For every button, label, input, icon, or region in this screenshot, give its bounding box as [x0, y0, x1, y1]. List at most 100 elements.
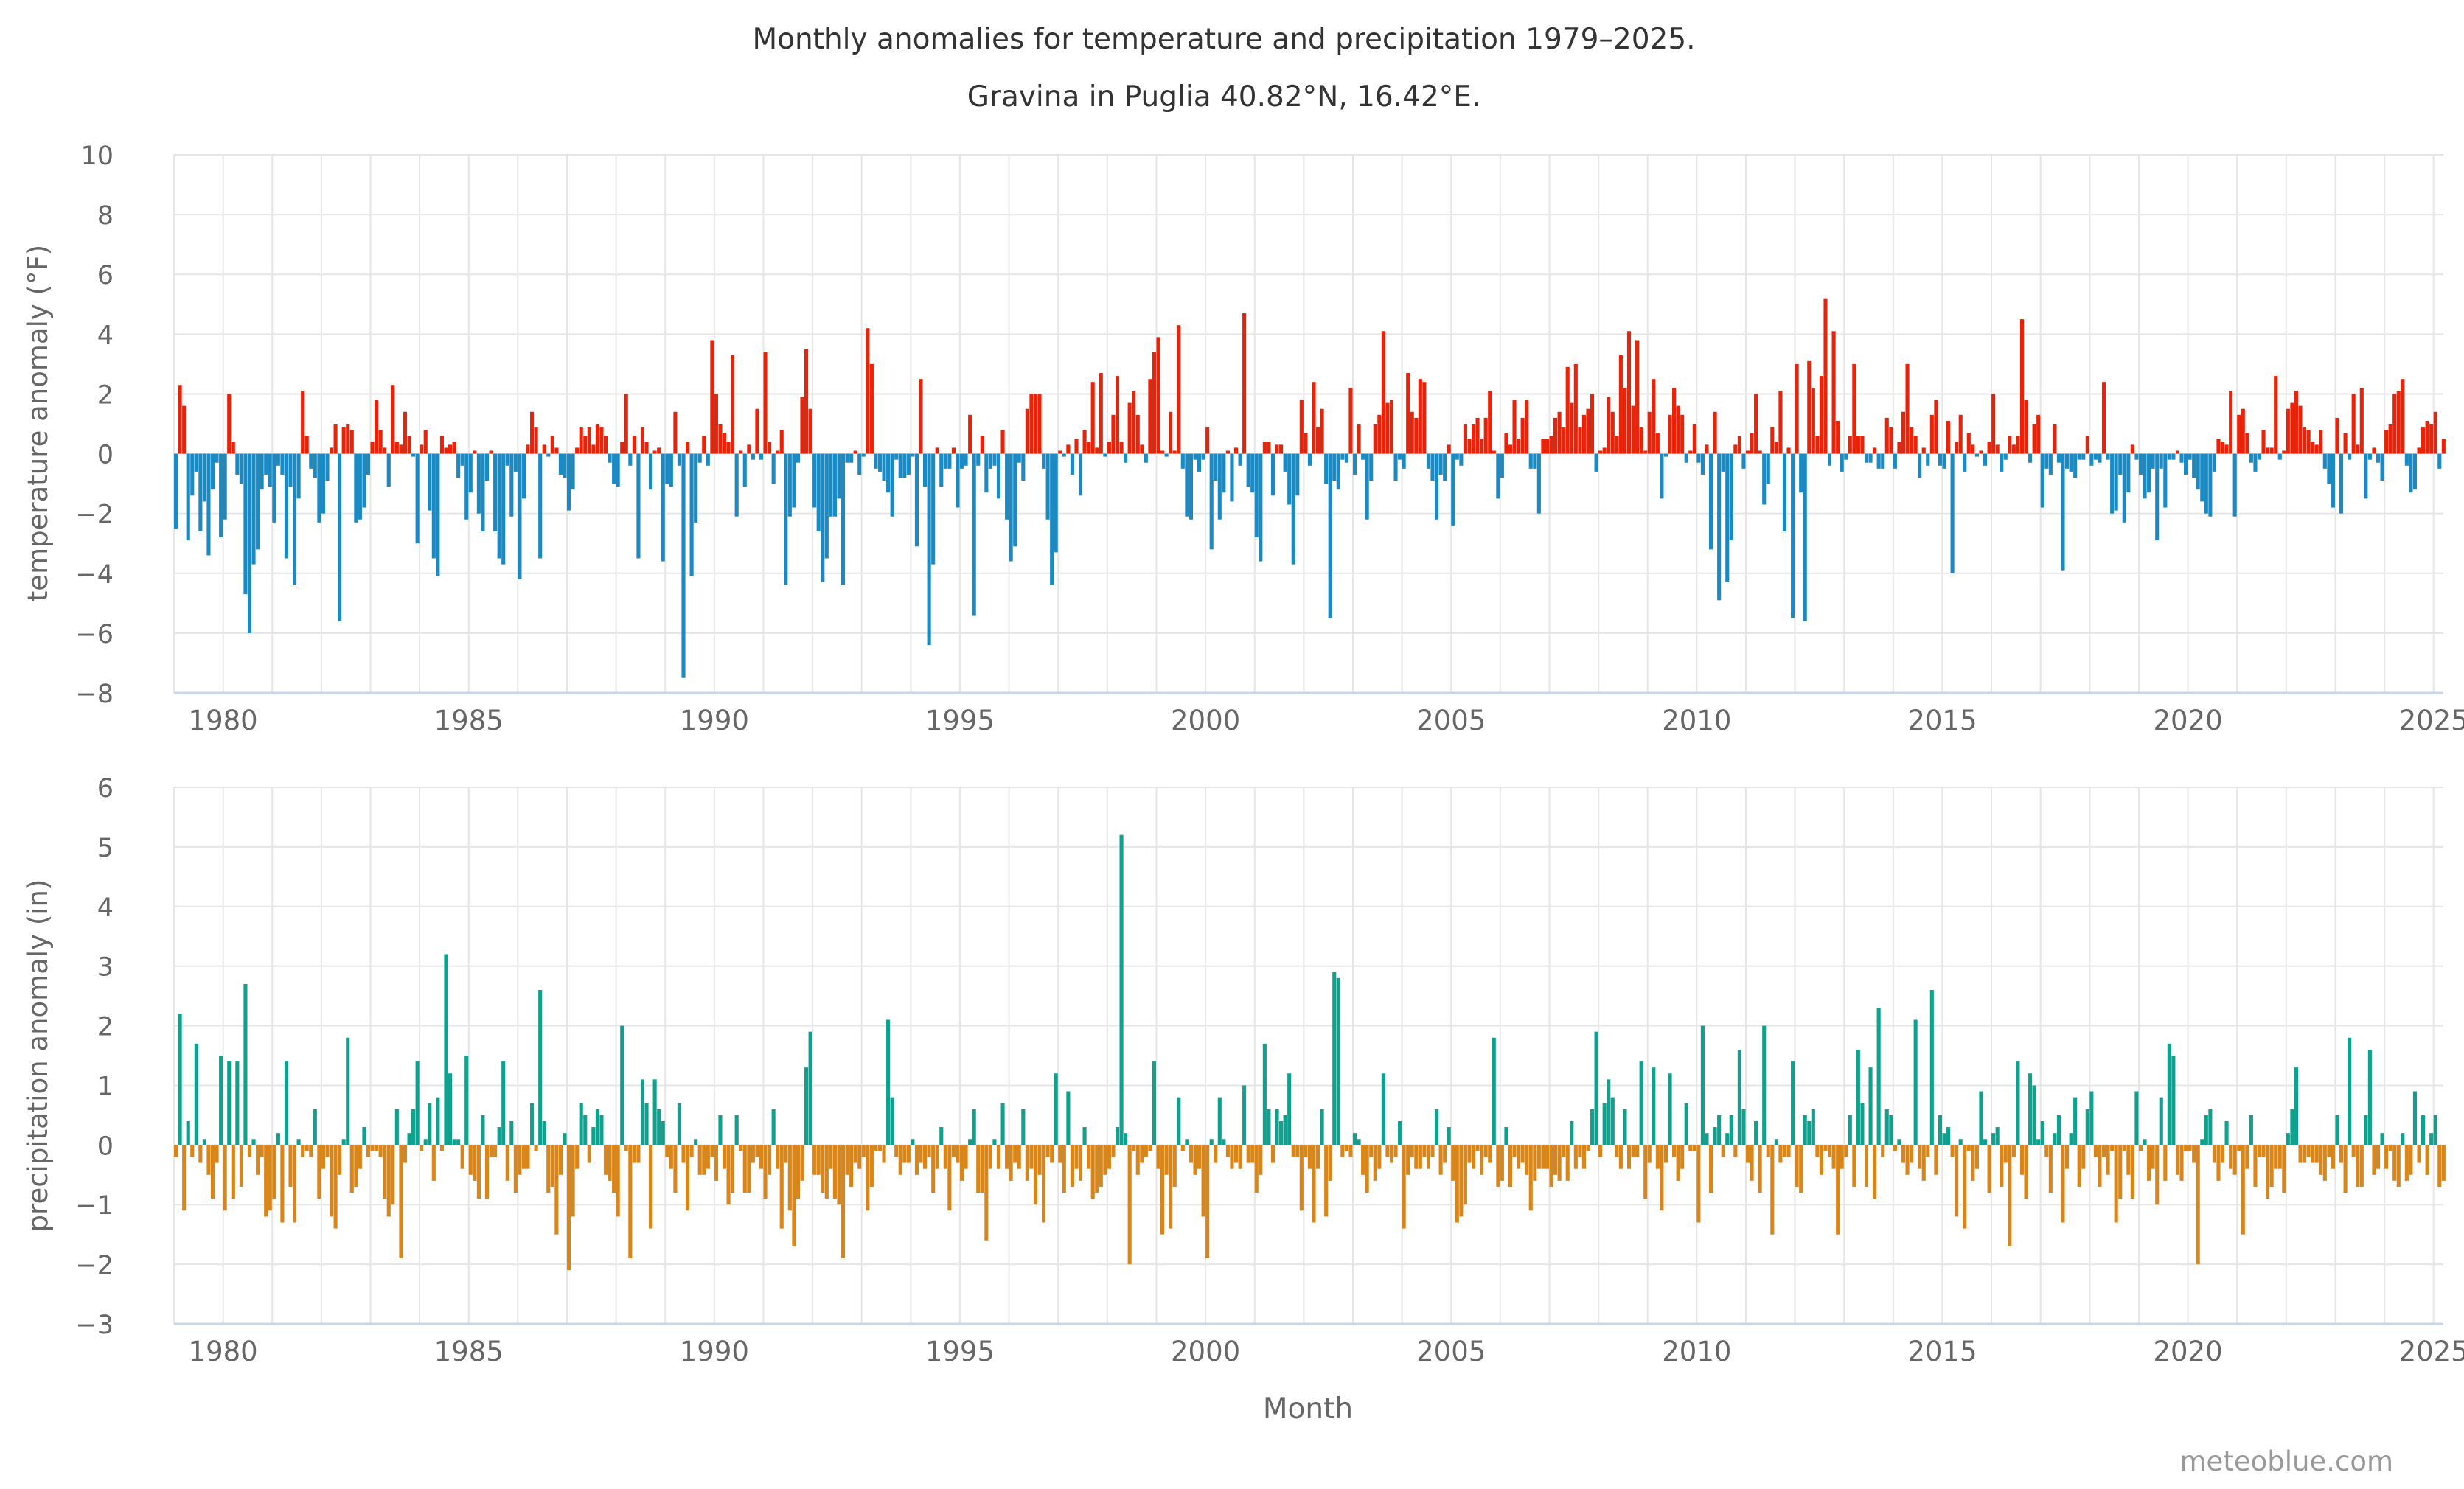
- temp-bar: [2241, 408, 2245, 454]
- precip-bar: [1799, 1145, 1803, 1193]
- temp-bar: [2000, 453, 2004, 472]
- precip-bar: [1840, 1145, 1844, 1169]
- precip-bar: [256, 1145, 260, 1175]
- temp-bar: [1974, 453, 1979, 457]
- temp-bar: [219, 453, 223, 538]
- precip-bar: [1950, 1145, 1955, 1157]
- precip-bar: [1000, 1103, 1005, 1145]
- precip-bar: [2364, 1115, 2368, 1145]
- precip-bar: [1385, 1145, 1390, 1157]
- temp-bar: [1217, 453, 1222, 520]
- temp-bar: [2122, 453, 2126, 523]
- temp-bar: [1708, 453, 1713, 550]
- precip-bar: [1017, 1145, 1021, 1169]
- temp-bar: [1549, 436, 1553, 454]
- precip-bar: [2401, 1133, 2405, 1145]
- precip-bar: [1222, 1139, 1226, 1145]
- temp-bar: [1987, 442, 1991, 454]
- precip-bar: [1312, 1145, 1316, 1223]
- temp-bar: [1087, 442, 1091, 454]
- precip-bar: [1172, 1145, 1177, 1187]
- precip-bar: [2118, 1145, 2123, 1199]
- temp-x-tick-label: 2000: [1171, 705, 1240, 736]
- precip-bar: [1062, 1145, 1066, 1193]
- temp-bar: [1942, 453, 1946, 469]
- precip-bar: [2098, 1145, 2102, 1187]
- temp-bar: [1463, 424, 1467, 454]
- precip-bar: [1570, 1120, 1574, 1145]
- precip-bar: [1381, 1073, 1385, 1145]
- precip-bar: [972, 1109, 976, 1145]
- precip-bar: [1393, 1145, 1398, 1157]
- temp-bar: [391, 385, 395, 454]
- temp-bar: [657, 447, 661, 454]
- temp-bar: [1573, 363, 1578, 454]
- temp-bar: [386, 453, 391, 487]
- temp-bar: [1602, 447, 1607, 454]
- precip-bar: [2241, 1145, 2245, 1235]
- precip-bar: [1848, 1115, 1852, 1145]
- temp-bar: [1029, 394, 1034, 454]
- precip-bar: [2311, 1145, 2315, 1163]
- temp-bar: [779, 430, 784, 454]
- temp-bar: [2290, 402, 2294, 454]
- precip-bar: [1209, 1139, 1214, 1145]
- precip-bar: [1803, 1115, 1807, 1145]
- precip-bar: [239, 1145, 243, 1187]
- temp-bar: [1971, 444, 1975, 454]
- precip-bar: [1090, 1145, 1095, 1199]
- temp-bar: [2388, 424, 2392, 454]
- temp-bar: [1078, 453, 1083, 496]
- temp-bar: [1140, 444, 1144, 454]
- precip-bar: [1652, 1067, 1656, 1145]
- precip-bar: [2155, 1145, 2160, 1205]
- precip-bar: [1352, 1133, 1357, 1145]
- temp-bar: [251, 453, 256, 565]
- precip-bar: [1889, 1115, 1893, 1145]
- temp-bar: [1021, 453, 1026, 481]
- temp-bar: [1225, 450, 1230, 454]
- precip-bar: [902, 1145, 907, 1163]
- temp-bar: [239, 453, 243, 484]
- temp-bar: [2401, 379, 2405, 454]
- precip-bar: [771, 1109, 776, 1145]
- temp-bar: [1692, 424, 1696, 454]
- precip-bar: [1070, 1145, 1074, 1187]
- precip-bar: [1185, 1139, 1189, 1145]
- precip-bar: [2229, 1145, 2233, 1169]
- temp-bar: [2147, 453, 2151, 493]
- precip-bar: [2212, 1145, 2216, 1163]
- temp-bar: [1304, 433, 1308, 454]
- credit-text[interactable]: meteoblue.com: [2180, 1446, 2393, 1477]
- temp-bar: [375, 400, 379, 454]
- precip-bar: [1766, 1145, 1770, 1157]
- precip-bar: [951, 1145, 956, 1157]
- precip-bar: [964, 1145, 968, 1169]
- precip-bar: [1164, 1145, 1169, 1175]
- temp-bar: [800, 397, 804, 454]
- precip-bar: [276, 1133, 280, 1145]
- precip-bar: [792, 1145, 796, 1246]
- temp-bar: [902, 453, 907, 478]
- precip-bar: [202, 1139, 206, 1145]
- temp-bar: [202, 453, 206, 502]
- precip-bar: [1717, 1115, 1722, 1145]
- temp-bar: [734, 453, 739, 517]
- temp-bar: [620, 442, 624, 454]
- temp-bar: [227, 394, 232, 454]
- temp-bar: [587, 427, 591, 454]
- temp-bar: [1811, 388, 1815, 454]
- precip-bar: [186, 1120, 190, 1145]
- temp-bar: [1500, 453, 1504, 478]
- precip-bar: [182, 1145, 187, 1211]
- temp-bar: [731, 355, 735, 454]
- precip-bar: [2184, 1145, 2188, 1151]
- precip-bar: [436, 1097, 440, 1145]
- precip-bar: [428, 1103, 432, 1145]
- precip-bar: [1594, 1031, 1598, 1145]
- temp-bar: [2044, 453, 2049, 469]
- temp-bar: [1357, 424, 1361, 454]
- precip-bar: [420, 1145, 424, 1151]
- temp-bar: [2298, 405, 2303, 454]
- temp-bar: [1741, 453, 1746, 469]
